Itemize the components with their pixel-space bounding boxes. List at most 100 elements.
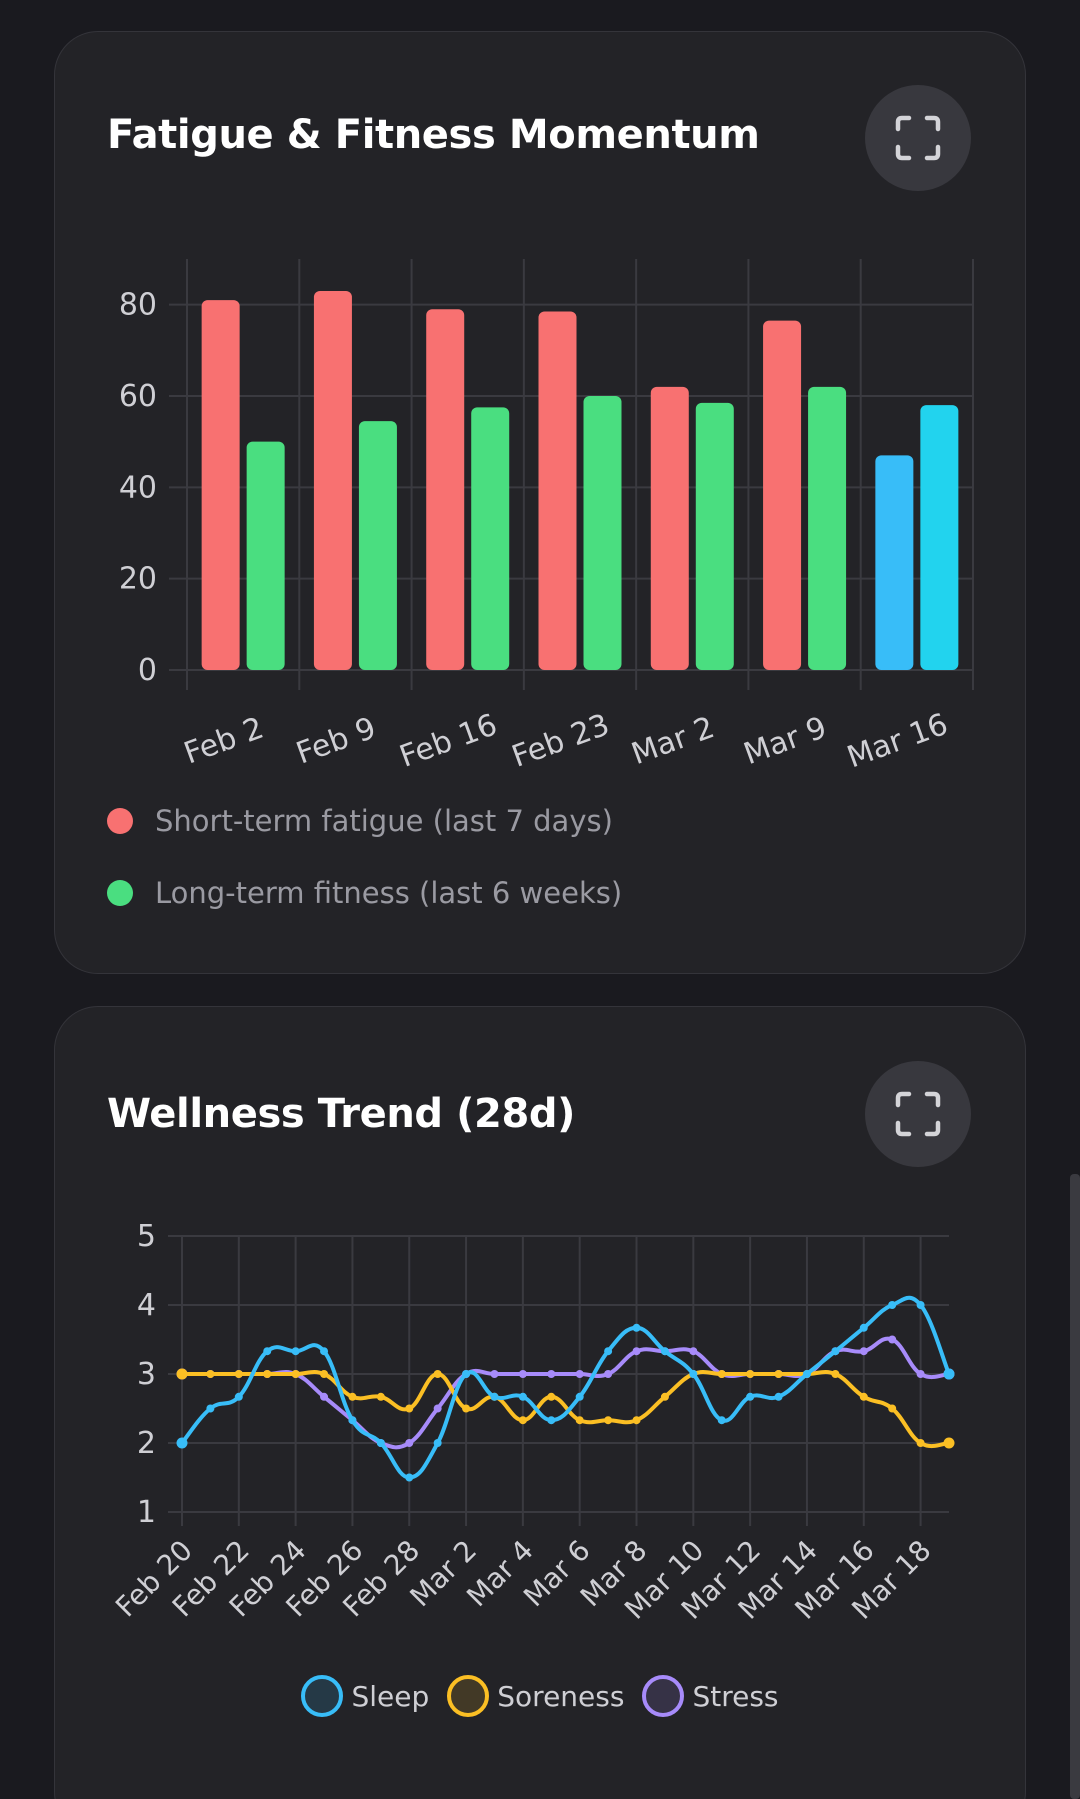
soreness-point	[575, 1416, 584, 1425]
fatigue-bar	[538, 311, 577, 670]
y-tick-label: 5	[137, 1219, 156, 1254]
y-tick-label: 20	[119, 562, 157, 597]
stress-point	[632, 1347, 641, 1356]
soreness-point	[263, 1370, 272, 1378]
stress-point	[405, 1439, 414, 1447]
wellness-card-title: Wellness Trend (28d)	[107, 1091, 576, 1137]
soreness-point	[604, 1416, 613, 1425]
page-scrollbar[interactable]	[1070, 1174, 1080, 1799]
soreness-point	[405, 1404, 414, 1413]
sleep-point	[888, 1301, 897, 1309]
soreness-point	[547, 1392, 556, 1401]
sleep-point	[831, 1347, 840, 1356]
sleep-point	[547, 1416, 556, 1425]
sleep-point	[604, 1347, 613, 1356]
x-tick-label: Feb 9	[292, 711, 381, 772]
legend-label-fitness: Long-term fitness (last 6 weeks)	[155, 876, 623, 910]
soreness-point	[943, 1437, 955, 1449]
legend-label-soreness: Soreness	[497, 1679, 625, 1713]
stress-point	[433, 1404, 442, 1413]
legend-item-soreness[interactable]: Soreness	[447, 1675, 624, 1717]
sleep-point	[462, 1370, 471, 1378]
fatigue-legend-dot	[107, 808, 133, 834]
legend-item-sleep[interactable]: Sleep	[301, 1675, 429, 1717]
y-tick-label: 60	[119, 379, 157, 414]
sleep-point	[234, 1392, 243, 1401]
x-tick-label: Mar 16	[843, 707, 953, 776]
y-tick-label: 3	[137, 1357, 156, 1392]
x-tick-label: Feb 16	[395, 707, 502, 774]
stress-point	[490, 1370, 499, 1378]
fatigue-bar	[650, 386, 689, 670]
sleep-point	[376, 1439, 385, 1447]
soreness-point	[888, 1404, 897, 1413]
sleep-point	[518, 1392, 527, 1401]
fatigue-bar-chart: 0 20 40 60 80 Feb 2 Feb 9 Feb 16 Feb 23 Mar 2 Mar …	[119, 259, 974, 776]
stress-point	[518, 1370, 527, 1378]
legend-item-stress[interactable]: Stress	[642, 1675, 779, 1717]
sleep-point	[632, 1323, 641, 1332]
soreness-point	[234, 1370, 243, 1378]
legend-item-fitness[interactable]: Long-term fitness (last 6 weeks)	[107, 875, 622, 911]
y-tick-label: 40	[119, 470, 157, 505]
wellness-expand-button[interactable]	[865, 1061, 971, 1167]
sleep-point	[943, 1368, 955, 1380]
legend-item-fatigue[interactable]: Short-term fatigue (last 7 days)	[107, 803, 622, 839]
sleep-point	[176, 1437, 188, 1449]
fatigue-legend: Short-term fatigue (last 7 days) Long-te…	[107, 803, 622, 947]
soreness-point	[746, 1370, 755, 1378]
fatigue-expand-button[interactable]	[865, 85, 971, 191]
soreness-point	[774, 1370, 783, 1378]
wellness-legend: Sleep Soreness Stress	[55, 1675, 1025, 1717]
fatigue-bar	[763, 320, 802, 670]
soreness-point	[717, 1370, 726, 1378]
soreness-point	[206, 1370, 215, 1378]
fitness-bar	[246, 441, 285, 670]
soreness-point	[462, 1404, 471, 1413]
x-tick-label: Feb 2	[179, 711, 268, 772]
sleep-point	[689, 1370, 698, 1378]
sleep-legend-swatch	[301, 1675, 344, 1717]
sleep-point	[802, 1370, 811, 1378]
sleep-point	[660, 1347, 669, 1356]
fatigue-bar	[875, 455, 914, 670]
wellness-trend-card: Wellness Trend (28d) 1 2 3 4 5 Feb 20 Feb 22 Fe…	[54, 1006, 1026, 1799]
sleep-point	[916, 1301, 925, 1309]
sleep-point	[774, 1392, 783, 1401]
stress-point	[859, 1347, 868, 1356]
fatigue-bar	[201, 300, 240, 670]
sleep-point	[490, 1392, 499, 1401]
soreness-series-line	[182, 1369, 950, 1449]
stress-point	[575, 1370, 584, 1378]
soreness-point	[348, 1392, 357, 1401]
fatigue-card-title: Fatigue & Fitness Momentum	[107, 112, 760, 158]
y-tick-label: 4	[137, 1288, 156, 1323]
fitness-bar	[358, 421, 397, 670]
fatigue-bar	[313, 290, 352, 670]
expand-icon	[895, 1091, 941, 1137]
sleep-point	[433, 1439, 442, 1447]
soreness-point	[376, 1392, 385, 1401]
soreness-point	[176, 1368, 188, 1380]
sleep-point	[263, 1347, 272, 1356]
sleep-point	[575, 1392, 584, 1401]
sleep-point	[320, 1347, 329, 1356]
sleep-point	[206, 1404, 215, 1413]
y-tick-label: 80	[119, 288, 157, 323]
sleep-series-line	[180, 1295, 951, 1480]
stress-point	[888, 1335, 897, 1344]
sleep-point	[405, 1473, 414, 1482]
y-tick-label: 2	[137, 1426, 156, 1461]
sleep-point	[348, 1416, 357, 1425]
x-tick-label: Mar 9	[739, 710, 831, 772]
soreness-point	[291, 1370, 300, 1378]
legend-label-fatigue: Short-term fatigue (last 7 days)	[155, 804, 613, 838]
stress-point	[320, 1392, 329, 1401]
sleep-point	[717, 1416, 726, 1425]
y-tick-label: 1	[137, 1495, 156, 1530]
legend-label-sleep: Sleep	[351, 1679, 430, 1713]
sleep-point	[746, 1392, 755, 1401]
soreness-point	[831, 1370, 840, 1378]
